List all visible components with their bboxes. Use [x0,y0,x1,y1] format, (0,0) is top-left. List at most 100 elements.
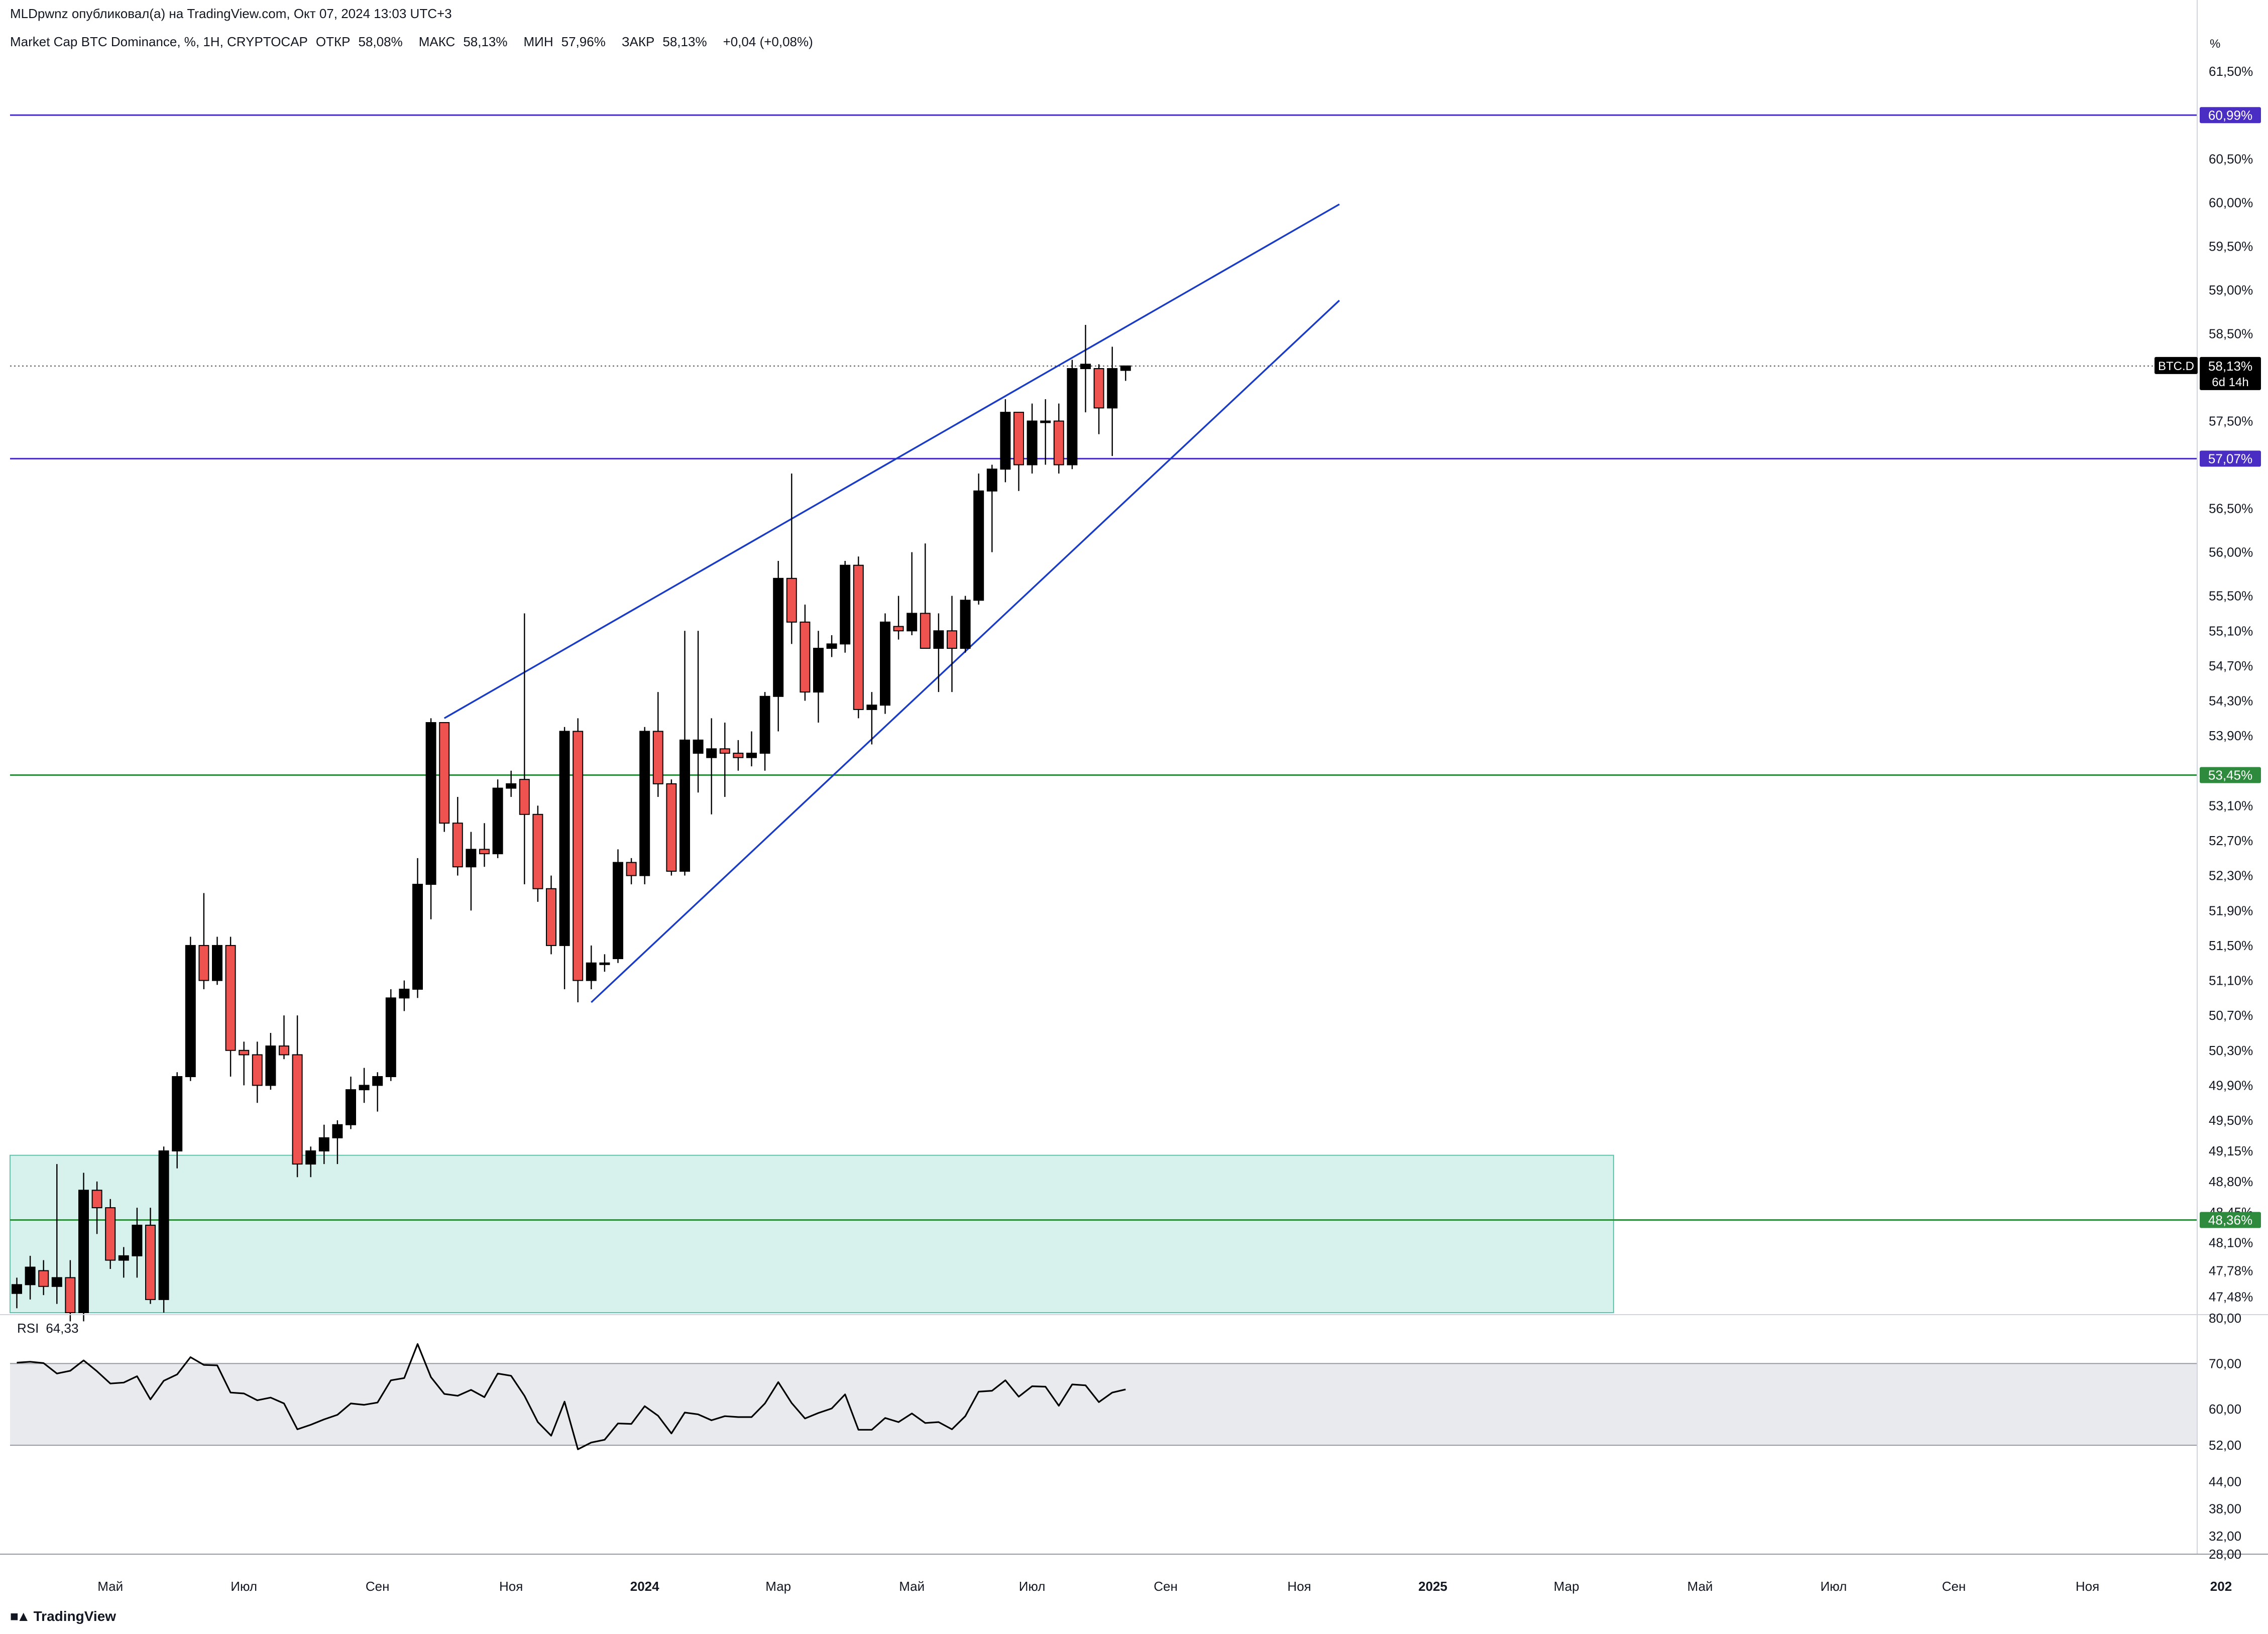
candle[interactable] [679,631,690,876]
candle[interactable] [372,1072,383,1112]
candle[interactable] [586,945,597,989]
candle[interactable] [666,779,677,876]
candle[interactable] [506,770,517,797]
candle[interactable] [706,718,717,814]
candle[interactable] [652,692,663,797]
candle[interactable] [318,1124,329,1164]
candle[interactable] [399,980,410,1011]
candle[interactable] [118,1247,129,1278]
candle[interactable] [479,823,490,867]
candle[interactable] [292,1015,303,1178]
candle[interactable] [332,1120,343,1164]
candle[interactable] [559,727,570,989]
candle[interactable] [1000,399,1011,483]
candle[interactable] [1080,325,1091,413]
candle[interactable] [105,1199,116,1269]
candle[interactable] [573,718,584,1003]
candle[interactable] [305,1146,316,1178]
time-tick-label: Ноя [1287,1579,1311,1594]
candle[interactable] [359,1068,370,1103]
candle[interactable] [1013,412,1024,491]
candle[interactable] [51,1164,62,1304]
candle[interactable] [826,635,837,657]
candle[interactable] [719,723,730,797]
price-tick-label: 59,50% [2209,239,2253,254]
candle[interactable] [866,692,877,745]
candle[interactable] [786,473,797,644]
demand-zone[interactable] [10,1154,1614,1313]
price-tick-label: 55,10% [2209,623,2253,638]
rsi-line[interactable] [17,1343,1126,1450]
candle[interactable] [920,543,931,649]
candle[interactable] [933,613,944,692]
candle[interactable] [746,731,757,767]
candle[interactable] [412,858,423,998]
candle[interactable] [239,1041,250,1086]
candle[interactable] [1053,403,1064,474]
candle[interactable] [1093,364,1104,434]
candle-body [399,988,410,999]
candle[interactable] [492,779,503,858]
candle[interactable] [172,1072,183,1169]
candle[interactable] [1067,360,1078,470]
candle-body [1107,368,1118,409]
channel-upper-line[interactable] [443,203,1340,719]
candle[interactable] [425,718,436,919]
candle[interactable] [158,1146,169,1313]
candle[interactable] [800,605,811,701]
candle[interactable] [759,692,770,771]
candle[interactable] [346,1077,356,1129]
candle[interactable] [947,596,957,692]
candle[interactable] [65,1260,76,1322]
candle[interactable] [1107,346,1118,456]
symbol-title[interactable]: Market Cap BTC Dominance, %, 1H, CRYPTOC… [10,34,308,49]
symbol-badge[interactable]: BTC.D [2154,357,2198,374]
candle[interactable] [252,1041,263,1103]
candle[interactable] [185,937,196,1081]
candle[interactable] [279,1015,289,1060]
candle[interactable] [466,832,477,911]
candle[interactable] [439,722,450,832]
candle[interactable] [1027,403,1038,474]
candle-body [920,613,931,649]
candle[interactable] [225,937,236,1077]
candle[interactable] [773,561,784,732]
candle[interactable] [960,596,971,653]
candle-body [719,748,730,754]
candle[interactable] [853,556,864,719]
candle[interactable] [38,1260,49,1296]
candle[interactable] [385,989,396,1081]
candle[interactable] [906,552,918,635]
candle[interactable] [613,849,623,963]
candle[interactable] [12,1277,22,1309]
candle[interactable] [265,1032,276,1090]
candle[interactable] [893,596,904,640]
candle[interactable] [519,613,530,885]
candle[interactable] [532,805,543,902]
candle[interactable] [132,1208,143,1278]
candle[interactable] [599,954,610,972]
candle[interactable] [198,893,209,989]
candle[interactable] [626,858,637,885]
candle[interactable] [813,631,824,723]
candle-body [840,564,851,645]
candle[interactable] [973,473,984,605]
candle[interactable] [693,631,704,793]
candle[interactable] [546,875,556,955]
candle[interactable] [91,1181,102,1234]
tradingview-brand[interactable]: ■▲ TradingView [10,1608,116,1624]
candle[interactable] [1040,399,1051,465]
candle[interactable] [25,1255,36,1300]
candle[interactable] [733,740,744,771]
purple-level-top-tag: 60,99% [2200,107,2261,124]
candle[interactable] [639,727,650,885]
candle[interactable] [78,1173,89,1322]
candle[interactable] [880,613,890,714]
candle[interactable] [986,464,997,552]
candle[interactable] [212,937,222,985]
candle[interactable] [145,1208,156,1304]
candle[interactable] [840,561,851,653]
candle[interactable] [1120,365,1131,381]
candle[interactable] [452,796,463,876]
